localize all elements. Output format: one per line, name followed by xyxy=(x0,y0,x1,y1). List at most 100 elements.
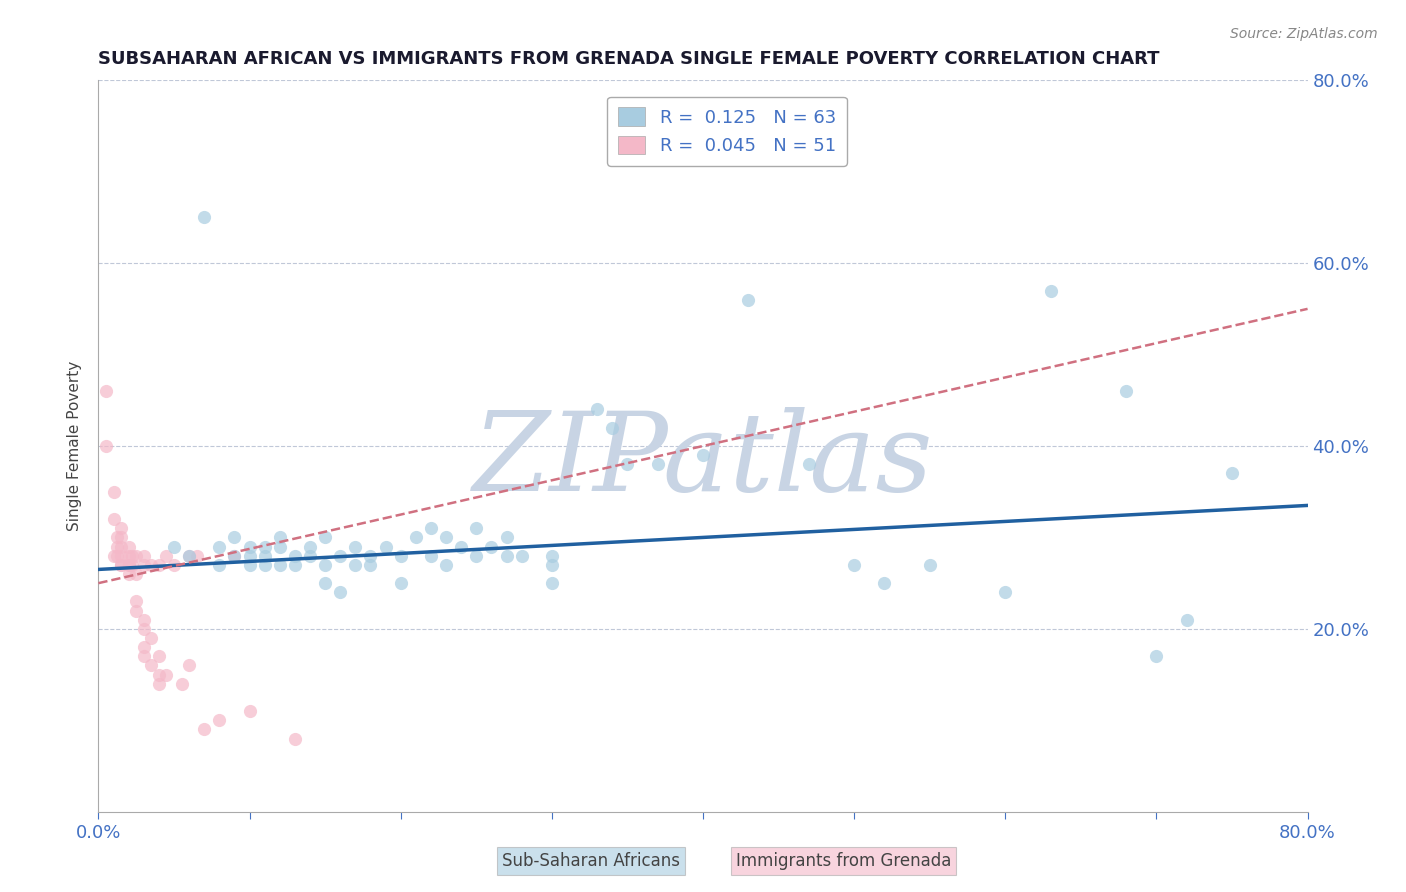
Point xyxy=(179,549,201,563)
Point xyxy=(329,549,352,563)
Point xyxy=(132,558,155,572)
Point xyxy=(540,549,562,563)
Point xyxy=(110,558,132,572)
Text: Immigrants from Grenada: Immigrants from Grenada xyxy=(735,852,952,870)
Point xyxy=(148,676,170,690)
Point xyxy=(737,293,759,307)
Point xyxy=(208,558,231,572)
Point xyxy=(299,540,322,554)
Point xyxy=(94,439,117,453)
Point xyxy=(314,576,336,591)
Point xyxy=(179,658,201,673)
Point xyxy=(132,613,155,627)
Point xyxy=(616,457,638,471)
Point xyxy=(224,530,246,544)
Point xyxy=(155,667,177,681)
Point xyxy=(918,558,941,572)
Point xyxy=(360,549,382,563)
Point xyxy=(299,549,322,563)
Point xyxy=(118,558,141,572)
Point xyxy=(155,549,177,563)
Point xyxy=(224,549,246,563)
Point xyxy=(193,211,215,225)
Point xyxy=(239,704,262,718)
Point xyxy=(170,676,193,690)
Point xyxy=(540,558,562,572)
Point xyxy=(132,649,155,664)
Point xyxy=(434,530,457,544)
Point xyxy=(540,576,562,591)
Point xyxy=(239,540,262,554)
Y-axis label: Single Female Poverty: Single Female Poverty xyxy=(67,361,83,531)
Point xyxy=(239,558,262,572)
Point xyxy=(253,558,276,572)
Point xyxy=(692,448,714,462)
Point xyxy=(208,714,231,728)
Point xyxy=(284,731,307,746)
Point xyxy=(105,530,128,544)
Point xyxy=(132,640,155,655)
Point xyxy=(110,558,132,572)
Point xyxy=(141,558,163,572)
Point xyxy=(118,558,141,572)
Point xyxy=(269,540,291,554)
Point xyxy=(148,558,170,572)
Point xyxy=(1175,613,1198,627)
Point xyxy=(284,549,307,563)
Point xyxy=(374,540,396,554)
Point xyxy=(163,540,186,554)
Point xyxy=(269,558,291,572)
Point xyxy=(132,622,155,636)
Point xyxy=(405,530,427,544)
Point xyxy=(329,585,352,599)
Point xyxy=(994,585,1017,599)
Point xyxy=(253,540,276,554)
Point xyxy=(103,549,125,563)
Point xyxy=(495,549,517,563)
Point xyxy=(132,549,155,563)
Point xyxy=(465,549,488,563)
Point xyxy=(121,549,143,563)
Point xyxy=(360,558,382,572)
Point xyxy=(141,658,163,673)
Point xyxy=(269,530,291,544)
Point xyxy=(103,512,125,526)
Point xyxy=(495,530,517,544)
Point xyxy=(450,540,472,554)
Point xyxy=(284,558,307,572)
Text: Source: ZipAtlas.com: Source: ZipAtlas.com xyxy=(1230,27,1378,41)
Point xyxy=(110,521,132,535)
Point xyxy=(224,549,246,563)
Point xyxy=(125,567,148,582)
Point xyxy=(186,549,208,563)
Point xyxy=(797,457,820,471)
Point xyxy=(602,421,624,435)
Point xyxy=(148,649,170,664)
Point xyxy=(239,549,262,563)
Text: Sub-Saharan Africans: Sub-Saharan Africans xyxy=(502,852,679,870)
Point xyxy=(844,558,866,572)
Point xyxy=(110,549,132,563)
Point xyxy=(110,530,132,544)
Point xyxy=(510,549,533,563)
Point xyxy=(344,558,367,572)
Point xyxy=(125,603,148,617)
Text: SUBSAHARAN AFRICAN VS IMMIGRANTS FROM GRENADA SINGLE FEMALE POVERTY CORRELATION : SUBSAHARAN AFRICAN VS IMMIGRANTS FROM GR… xyxy=(98,50,1160,68)
Point xyxy=(208,540,231,554)
Point xyxy=(344,540,367,554)
Point xyxy=(314,530,336,544)
Point xyxy=(125,549,148,563)
Point xyxy=(253,549,276,563)
Point xyxy=(163,558,186,572)
Point xyxy=(647,457,669,471)
Point xyxy=(420,549,443,563)
Point xyxy=(118,540,141,554)
Point xyxy=(179,549,201,563)
Point xyxy=(141,631,163,645)
Point xyxy=(481,540,503,554)
Point xyxy=(105,549,128,563)
Point xyxy=(389,576,412,591)
Point xyxy=(94,384,117,398)
Text: ZIPatlas: ZIPatlas xyxy=(472,407,934,515)
Point xyxy=(434,558,457,572)
